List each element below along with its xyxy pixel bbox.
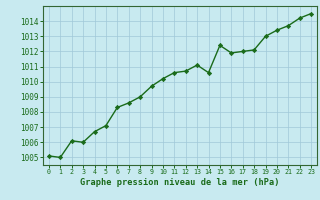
X-axis label: Graphe pression niveau de la mer (hPa): Graphe pression niveau de la mer (hPa) [80, 178, 280, 187]
